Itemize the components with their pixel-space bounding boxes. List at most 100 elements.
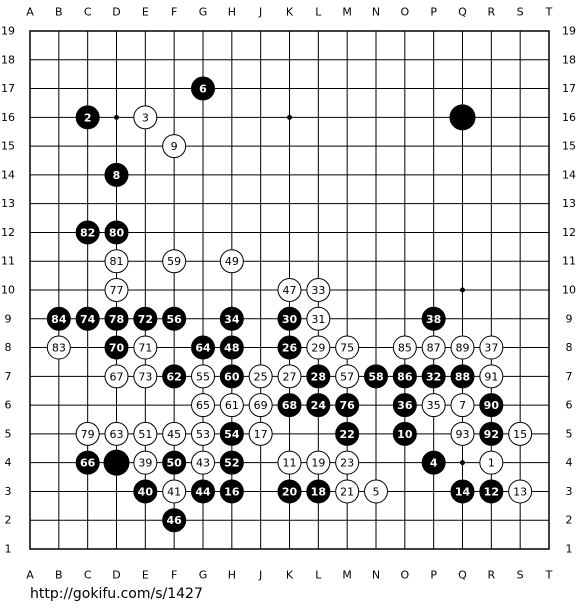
black-stone	[335, 421, 360, 446]
column-label: D	[112, 569, 120, 582]
row-label: 10	[562, 284, 576, 297]
black-stone	[219, 364, 244, 389]
move-number: 33	[311, 284, 325, 297]
column-label: G	[199, 6, 208, 19]
white-stone	[191, 364, 215, 389]
black-stone	[133, 479, 158, 504]
white-stone	[277, 364, 302, 389]
move-number: 40	[138, 485, 154, 498]
black-stone	[104, 162, 129, 187]
black-stone	[162, 364, 187, 389]
move-number: 37	[484, 342, 498, 355]
move-number: 21	[340, 485, 354, 498]
black-stone	[449, 104, 476, 131]
move-number: 18	[311, 485, 326, 498]
column-label: Q	[458, 6, 467, 19]
white-stone	[191, 421, 215, 446]
black-stone	[364, 364, 388, 389]
black-stone	[479, 421, 504, 446]
move-number: 83	[52, 342, 66, 355]
column-label: E	[142, 6, 149, 19]
move-number: 38	[426, 313, 441, 326]
move-number: 81	[110, 255, 124, 268]
row-label: 14	[562, 168, 576, 181]
column-label: H	[228, 6, 236, 19]
white-stone	[335, 335, 360, 360]
black-stone	[46, 306, 71, 331]
row-label: 19	[1, 25, 15, 38]
move-number: 74	[80, 313, 96, 326]
move-number: 50	[167, 457, 183, 470]
white-stone	[75, 421, 100, 446]
move-number: 31	[311, 313, 325, 326]
star-point	[287, 114, 292, 120]
column-label: C	[84, 6, 92, 19]
black-stone	[191, 479, 215, 504]
black-stone	[191, 76, 215, 101]
column-label: G	[199, 569, 208, 582]
row-label: 8	[5, 341, 12, 354]
row-label: 9	[566, 312, 573, 325]
move-number: 52	[224, 457, 239, 470]
white-stone	[421, 393, 446, 418]
source-url[interactable]: http://gokifu.com/s/1427	[30, 586, 203, 602]
white-stone	[450, 421, 475, 446]
column-label: K	[286, 6, 294, 19]
move-number: 93	[456, 428, 470, 441]
white-stone	[248, 393, 273, 418]
row-label: 11	[562, 255, 576, 268]
move-number: 15	[513, 428, 527, 441]
move-number: 58	[368, 370, 383, 383]
move-number: 80	[109, 226, 125, 239]
white-stone	[162, 479, 187, 504]
column-label: D	[112, 6, 120, 19]
white-stone	[191, 393, 215, 418]
move-number: 84	[51, 313, 67, 326]
black-stone	[306, 393, 331, 418]
black-stone	[162, 508, 187, 533]
column-label: T	[545, 6, 553, 19]
move-number: 89	[456, 342, 470, 355]
move-number: 55	[196, 370, 210, 383]
white-stone	[450, 335, 475, 360]
white-stone	[479, 364, 504, 389]
column-label: E	[142, 569, 149, 582]
move-number: 6	[199, 83, 207, 96]
move-number: 7	[459, 399, 466, 412]
black-stone	[277, 335, 302, 360]
white-stone	[479, 335, 504, 360]
black-stone	[306, 479, 331, 504]
row-label: 14	[1, 168, 15, 181]
move-number: 1	[488, 457, 495, 470]
black-stone	[75, 450, 100, 475]
column-label: S	[517, 6, 524, 19]
row-label: 12	[562, 226, 576, 239]
row-label: 18	[1, 53, 15, 66]
row-label: 11	[1, 255, 15, 268]
move-number: 68	[282, 399, 297, 412]
black-stone	[75, 306, 100, 331]
white-stone	[133, 421, 158, 446]
column-label: H	[228, 569, 236, 582]
column-label: O	[400, 569, 409, 582]
black-stone	[104, 220, 129, 245]
row-label: 19	[562, 25, 576, 38]
white-stone	[277, 450, 302, 475]
white-stone	[191, 450, 215, 475]
move-number: 5	[373, 485, 380, 498]
column-label: L	[315, 6, 322, 19]
black-stone	[335, 393, 360, 418]
move-number: 85	[398, 342, 412, 355]
row-label: 13	[562, 197, 576, 210]
row-label: 1	[5, 543, 12, 556]
row-label: 3	[5, 485, 12, 498]
move-number: 70	[109, 342, 125, 355]
black-stone	[392, 393, 417, 418]
move-number: 90	[484, 399, 500, 412]
move-number: 12	[484, 485, 499, 498]
move-number: 62	[167, 370, 182, 383]
white-stone	[306, 278, 331, 302]
black-stone	[104, 306, 129, 331]
move-number: 27	[283, 370, 297, 383]
black-stone	[219, 421, 244, 446]
